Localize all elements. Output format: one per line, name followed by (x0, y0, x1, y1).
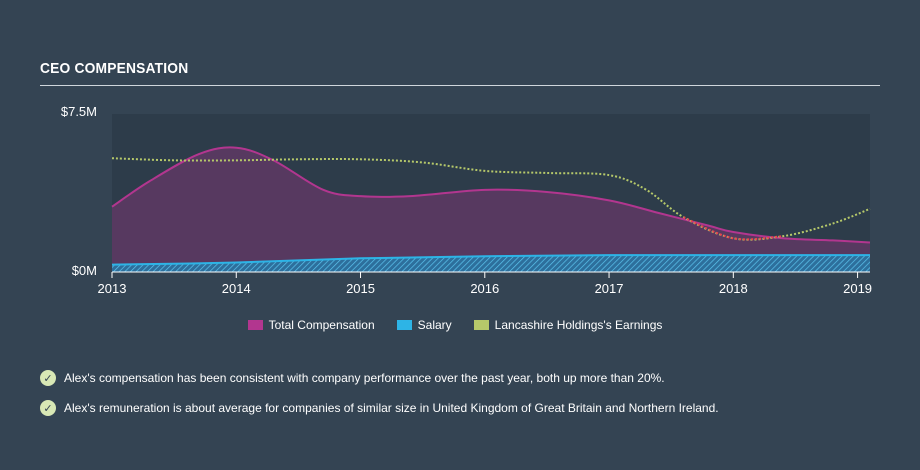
series-earnings-decline-segment (683, 216, 784, 241)
insight-list: ✓ Alex's compensation has been consisten… (40, 368, 719, 428)
x-tick-label: 2015 (346, 281, 375, 296)
check-icon: ✓ (40, 400, 56, 416)
legend-swatch-earnings (473, 320, 489, 330)
x-tick-label: 2016 (470, 281, 499, 296)
title-divider (40, 85, 880, 86)
legend-swatch-total (247, 320, 263, 330)
legend-item-total-compensation[interactable]: Total Compensation (247, 318, 375, 332)
check-icon: ✓ (40, 370, 56, 386)
legend-label: Total Compensation (268, 318, 375, 332)
y-tick-label: $7.5M (61, 104, 97, 119)
legend-item-salary[interactable]: Salary (396, 318, 452, 332)
insight-item: ✓ Alex's remuneration is about average f… (40, 398, 719, 418)
legend-swatch-salary (396, 320, 412, 330)
insight-item: ✓ Alex's compensation has been consisten… (40, 368, 719, 388)
series-total-compensation-line (111, 146, 871, 244)
legend-label: Lancashire Holdings's Earnings (494, 318, 663, 332)
x-tick-label: 2017 (595, 281, 624, 296)
x-tick-label: 2018 (719, 281, 748, 296)
series-salary-line (111, 254, 870, 266)
chart-title: CEO COMPENSATION (40, 60, 189, 77)
x-tick-label: 2013 (98, 281, 127, 296)
legend-label: Salary (417, 318, 452, 332)
x-tick-label: 2019 (843, 281, 872, 296)
compensation-chart: $7.5M $0M 2013 2014 2015 2016 2017 2018 2019 (61, 104, 872, 296)
plot-background (112, 114, 870, 272)
legend-item-earnings[interactable]: Lancashire Holdings's Earnings (473, 318, 663, 332)
y-tick-label: $0M (72, 263, 97, 278)
insight-text: Alex's remuneration is about average for… (64, 401, 719, 415)
insight-text: Alex's compensation has been consistent … (64, 371, 665, 385)
chart-legend: Total Compensation Salary Lancashire Hol… (0, 318, 910, 332)
x-tick-label: 2014 (222, 281, 251, 296)
series-salary-area (112, 255, 870, 272)
